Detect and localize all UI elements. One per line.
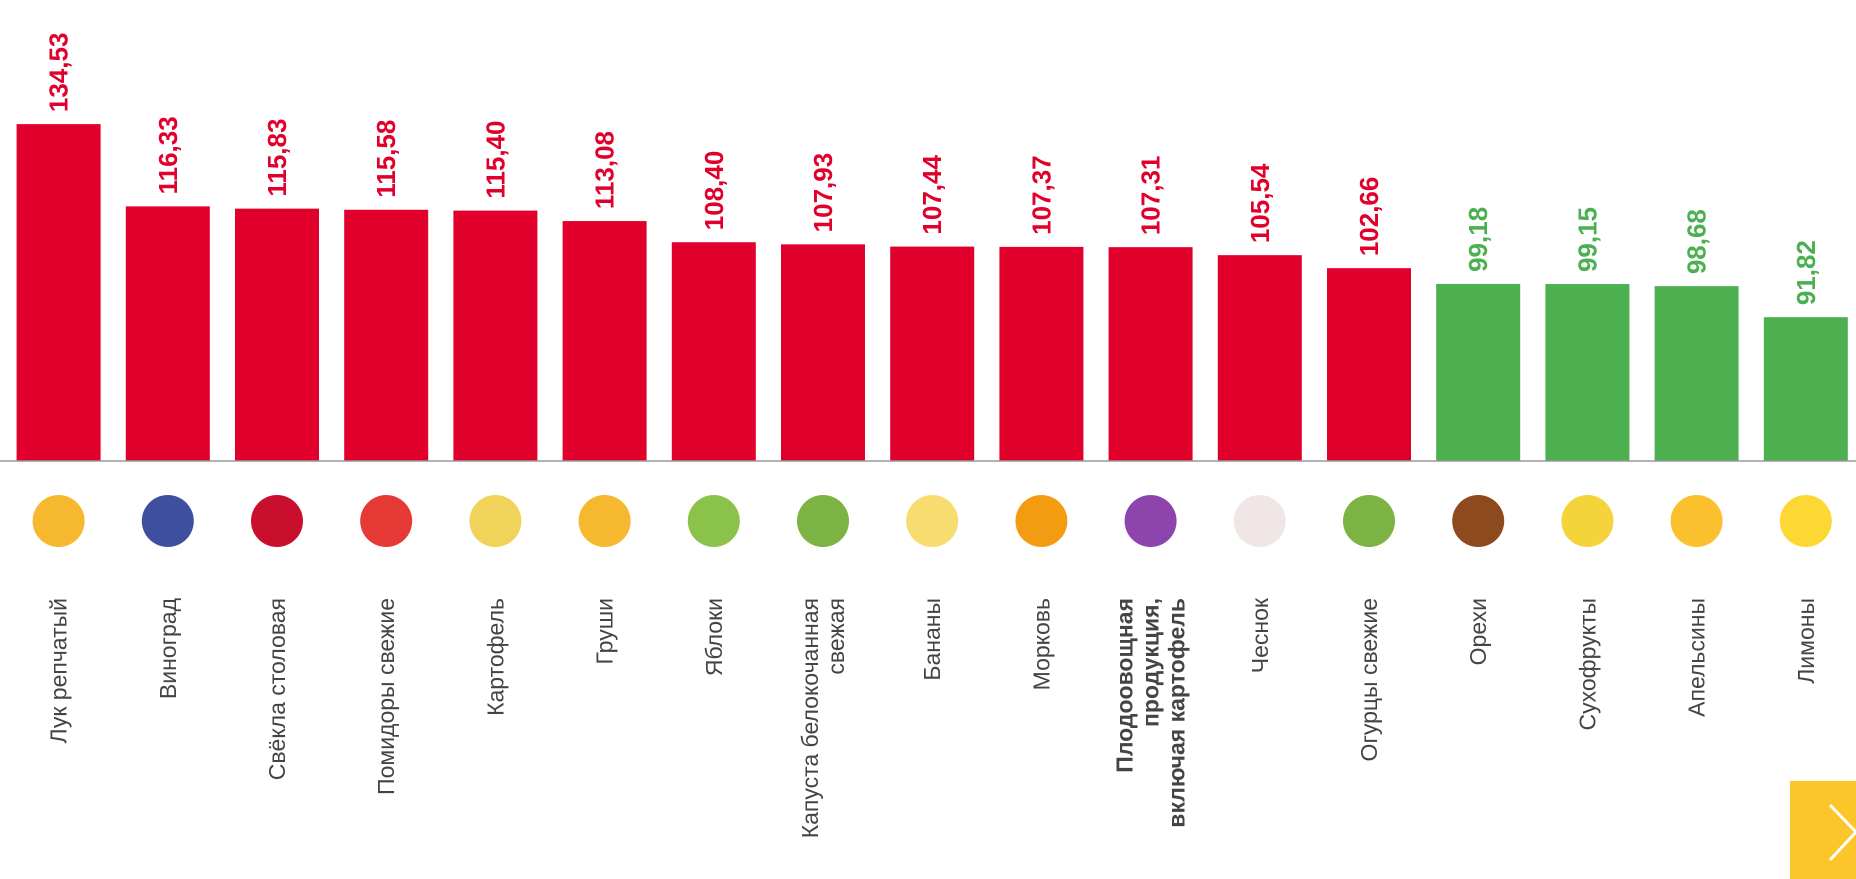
value-label: 115,40 bbox=[480, 120, 510, 198]
category-label: Бананы bbox=[919, 598, 945, 681]
value-label: 99,15 bbox=[1572, 207, 1602, 272]
category-label: Сухофрукты bbox=[1574, 598, 1600, 731]
value-label: 102,66 bbox=[1354, 177, 1384, 257]
category-label: Чеснок bbox=[1247, 597, 1273, 673]
category-icon bbox=[360, 495, 413, 547]
category-label: Картофель bbox=[482, 598, 508, 716]
bar bbox=[671, 242, 756, 461]
category-label: включая картофель bbox=[1164, 598, 1190, 828]
category-icon bbox=[1343, 495, 1395, 547]
category-label: Апельсины bbox=[1684, 598, 1710, 717]
bar bbox=[890, 246, 975, 461]
category-label: Капуста белокочанная bbox=[797, 598, 823, 838]
value-label: 107,31 bbox=[1136, 156, 1166, 236]
next-chevron[interactable] bbox=[1828, 803, 1856, 862]
category-icon bbox=[1233, 495, 1286, 547]
bar bbox=[344, 209, 429, 461]
value-label: 116,33 bbox=[153, 116, 183, 194]
bar bbox=[125, 206, 210, 461]
category-label: Виноград bbox=[155, 597, 181, 699]
bar bbox=[453, 210, 538, 461]
bar bbox=[235, 208, 319, 461]
bar bbox=[1436, 283, 1521, 461]
value-label: 91,82 bbox=[1791, 240, 1821, 305]
value-label: 98,68 bbox=[1682, 209, 1712, 274]
next-button-bg[interactable] bbox=[1790, 781, 1856, 879]
value-label: 107,44 bbox=[917, 155, 947, 235]
bar bbox=[1763, 317, 1848, 461]
value-label: 99,18 bbox=[1463, 207, 1493, 272]
category-label: Помидоры свежие bbox=[373, 598, 399, 795]
category-icon bbox=[1779, 495, 1832, 547]
bar bbox=[1545, 284, 1630, 461]
value-label: 107,37 bbox=[1026, 155, 1056, 235]
bar bbox=[1108, 247, 1193, 461]
category-label: Яблоки bbox=[701, 598, 727, 676]
category-icon bbox=[141, 495, 194, 547]
category-label: Свёкла столовая bbox=[264, 598, 290, 780]
value-label: 113,08 bbox=[590, 131, 620, 209]
category-icon bbox=[469, 495, 522, 547]
category-icon bbox=[1561, 495, 1614, 547]
value-label: 134,53 bbox=[44, 33, 74, 113]
bar bbox=[1654, 286, 1739, 461]
category-label: Лимоны bbox=[1793, 598, 1819, 684]
category-icon bbox=[906, 495, 959, 547]
category-label: Лук репчатый bbox=[46, 598, 72, 744]
category-icon bbox=[251, 495, 303, 547]
category-label: свежая bbox=[823, 598, 849, 675]
next-button[interactable] bbox=[1790, 781, 1856, 879]
bar bbox=[999, 246, 1084, 461]
category-icon bbox=[1124, 495, 1177, 547]
category-label: продукция, bbox=[1138, 598, 1164, 727]
category-label: Морковь bbox=[1028, 598, 1054, 690]
category-icon bbox=[797, 495, 849, 547]
value-label: 115,58 bbox=[371, 120, 401, 198]
value-label: 107,93 bbox=[808, 153, 838, 233]
category-label: Орехи bbox=[1465, 598, 1491, 665]
value-label: 115,83 bbox=[262, 119, 292, 197]
category-icon bbox=[687, 495, 740, 547]
bar bbox=[16, 124, 101, 462]
category-icon bbox=[32, 495, 85, 547]
category-icon bbox=[1670, 495, 1723, 547]
category-label: Плодоовощная bbox=[1112, 598, 1138, 773]
value-label: 105,54 bbox=[1245, 163, 1275, 243]
category-icon bbox=[1015, 495, 1068, 547]
bar bbox=[781, 244, 865, 461]
value-label: 108,40 bbox=[699, 151, 729, 231]
category-icon bbox=[1452, 495, 1505, 547]
category-label: Груши bbox=[592, 598, 618, 665]
bar bbox=[1327, 268, 1411, 461]
category-label: Огурцы свежие bbox=[1356, 598, 1382, 761]
bar bbox=[562, 221, 647, 461]
category-icon bbox=[578, 495, 631, 547]
bar bbox=[1217, 255, 1302, 461]
